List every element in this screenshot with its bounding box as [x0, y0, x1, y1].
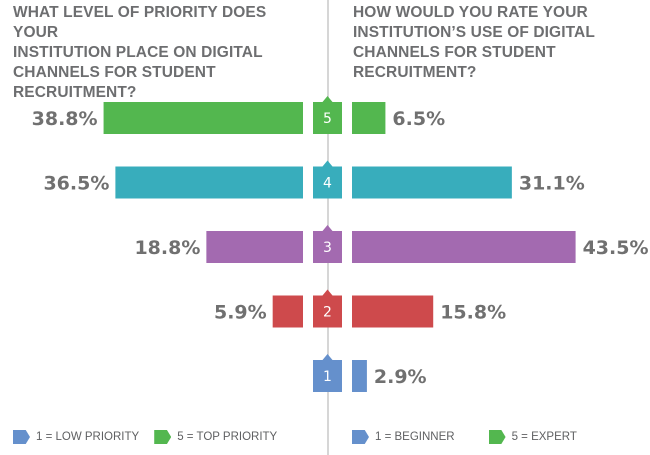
legend-item-top-priority: 5 = TOP PRIORITY: [154, 430, 277, 444]
category-label-4: 4: [323, 176, 332, 192]
left-bar-3: [206, 231, 303, 263]
left-bar-5: [103, 102, 304, 134]
category-badge-1: [313, 354, 342, 392]
left-bar-2: [272, 295, 303, 328]
right-bar-1: [352, 360, 367, 392]
right-chart-title: HOW WOULD YOU RATE YOUR INSTITUTION’S US…: [353, 4, 595, 81]
left-bar-4: [115, 166, 303, 199]
category-label-1: 1: [323, 369, 332, 385]
right-value-label-4: 31.1%: [519, 173, 585, 195]
category-badge-5: [313, 96, 342, 134]
right-bar-4: [352, 166, 512, 199]
legend-item-low-priority: 1 = LOW PRIORITY: [13, 430, 139, 444]
left-chart-title: WHAT LEVEL OF PRIORITY DOES YOUR INSTITU…: [13, 4, 267, 101]
legend-label: 5 = EXPERT: [511, 431, 577, 443]
left-value-label-3: 18.8%: [134, 237, 200, 259]
left-value-label-5: 38.8%: [32, 108, 98, 130]
legend-swatch-1: [352, 430, 369, 444]
right-value-label-5: 6.5%: [392, 108, 445, 130]
right-bar-3: [352, 231, 576, 263]
legend-label: 1 = LOW PRIORITY: [36, 431, 140, 443]
category-badge-3: [313, 225, 342, 263]
right-value-label-2: 15.8%: [440, 302, 506, 324]
category-badge-2: [313, 289, 342, 328]
legend-item-expert: 5 = EXPERT: [488, 430, 577, 444]
legend-swatch-5: [154, 430, 172, 444]
left-value-label-4: 36.5%: [43, 173, 109, 195]
category-label-3: 3: [323, 240, 332, 256]
left-value-label-2: 5.9%: [214, 302, 267, 324]
right-legend: 1 = BEGINNER 5 = EXPERT: [352, 430, 592, 444]
right-bar-2: [352, 295, 434, 328]
left-legend: 1 = LOW PRIORITY 5 = TOP PRIORITY: [13, 430, 292, 444]
legend-swatch-1: [13, 430, 30, 444]
legend-label: 5 = TOP PRIORITY: [177, 431, 278, 443]
category-label-5: 5: [323, 111, 332, 127]
right-bar-5: [352, 102, 386, 134]
right-value-label-3: 43.5%: [583, 237, 649, 259]
legend-item-beginner: 1 = BEGINNER: [352, 430, 455, 444]
category-label-2: 2: [323, 305, 332, 321]
legend-label: 1 = BEGINNER: [375, 431, 455, 443]
category-badge-4: [313, 160, 342, 199]
legend-swatch-5: [488, 430, 506, 444]
right-value-label-1: 2.9%: [374, 366, 427, 388]
